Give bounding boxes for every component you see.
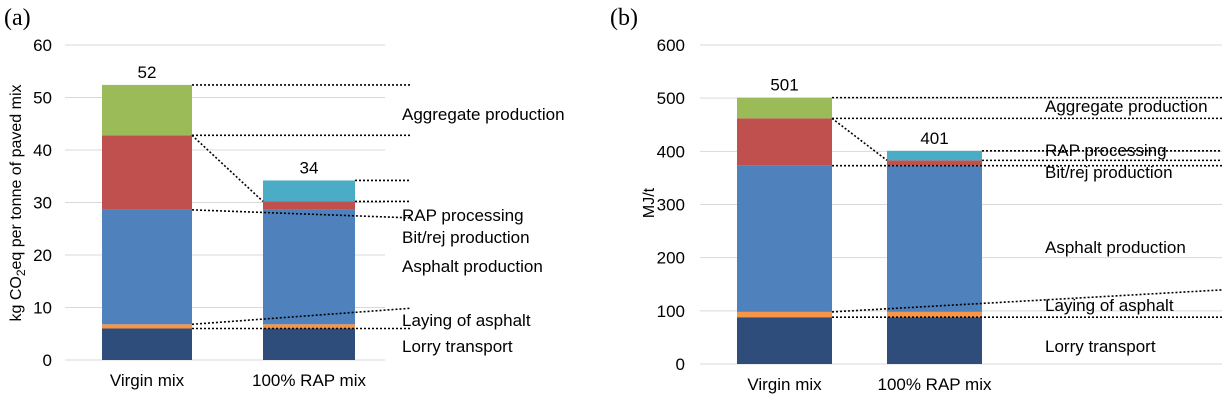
- bar-segment-0-1-asphalt-production: [263, 209, 355, 325]
- category-label-0-1: 100% RAP mix: [252, 371, 367, 390]
- annotation-0-1: RAP processing: [402, 206, 524, 225]
- annotation-1-3: Asphalt production: [1045, 238, 1186, 257]
- category-label-1-1: 100% RAP mix: [877, 375, 992, 394]
- y-tick-label-1-1: 100: [657, 302, 685, 321]
- bar-segment-0-0-lorry-transport: [102, 328, 192, 360]
- guide-line-0-6: [191, 307, 411, 326]
- category-label-0-0: Virgin mix: [110, 371, 185, 390]
- bar-segment-1-0-asphalt-production: [737, 165, 832, 312]
- bar-segment-0-0-asphalt-production: [102, 209, 192, 325]
- bar-segment-1-1-asphalt-production: [887, 165, 982, 312]
- y-tick-label-1-6: 600: [657, 36, 685, 55]
- y-tick-label-1-4: 400: [657, 142, 685, 161]
- y-tick-label-1-5: 500: [657, 89, 685, 108]
- bar-segment-1-0-aggregate-production: [737, 97, 832, 119]
- bar-segment-0-0-bit-rej-production: [102, 135, 192, 210]
- bar-segment-1-1-lorry-transport: [887, 317, 982, 364]
- bar-total-0-0: 52: [138, 63, 157, 82]
- category-label-1-0: Virgin mix: [747, 375, 822, 394]
- guide-line-0-5: [191, 209, 411, 219]
- guide-line-0-2: [191, 134, 264, 203]
- y-tick-label-0-6: 60: [33, 36, 52, 55]
- bar-segment-1-0-bit-rej-production: [737, 118, 832, 166]
- bar-segment-1-1-rap-processing: [887, 150, 982, 161]
- bar-total-1-0: 501: [770, 76, 798, 95]
- annotation-0-4: Laying of asphalt: [402, 311, 531, 330]
- annotation-0-2: Bit/rej production: [402, 228, 530, 247]
- panel-label-b: (b): [610, 5, 638, 31]
- annotation-1-2: Bit/rej production: [1045, 163, 1173, 182]
- guide-line-1-2: [831, 117, 888, 162]
- annotation-0-0: Aggregate production: [402, 105, 565, 124]
- bar-segment-1-1-bit-rej-production: [887, 160, 982, 166]
- y-tick-label-0-1: 10: [33, 299, 52, 318]
- y-tick-label-0-5: 50: [33, 89, 52, 108]
- annotation-0-3: Asphalt production: [402, 257, 543, 276]
- annotation-1-4: Laying of asphalt: [1045, 296, 1174, 315]
- y-tick-label-0-0: 0: [43, 351, 52, 370]
- y-axis-label-a: kg CO2eq per tonne of paved mix: [8, 84, 28, 321]
- annotation-0-5: Lorry transport: [402, 337, 513, 356]
- bar-segment-1-1-laying-of-asphalt: [887, 311, 982, 318]
- bar-segment-1-0-laying-of-asphalt: [737, 311, 832, 318]
- bar-segment-0-0-aggregate-production: [102, 84, 192, 136]
- bar-segment-0-1-laying-of-asphalt: [263, 324, 355, 329]
- y-tick-label-1-0: 0: [676, 355, 685, 374]
- y-tick-label-0-2: 20: [33, 246, 52, 265]
- annotation-1-1: RAP processing: [1045, 141, 1167, 160]
- bar-segment-0-1-bit-rej-production: [263, 201, 355, 210]
- annotation-1-0: Aggregate production: [1045, 97, 1208, 116]
- bar-segment-0-1-lorry-transport: [263, 328, 355, 360]
- y-tick-label-0-3: 30: [33, 194, 52, 213]
- y-tick-label-1-2: 200: [657, 249, 685, 268]
- y-axis-label-b: MJ/t: [641, 187, 658, 218]
- guide-line-1-6: [831, 289, 1223, 313]
- bar-segment-1-0-lorry-transport: [737, 317, 832, 364]
- bar-total-0-1: 34: [300, 158, 319, 177]
- annotation-1-5: Lorry transport: [1045, 337, 1156, 356]
- bar-segment-0-0-laying-of-asphalt: [102, 324, 192, 329]
- y-tick-label-0-4: 40: [33, 141, 52, 160]
- bar-segment-0-1-rap-processing: [263, 180, 355, 202]
- y-tick-label-1-3: 300: [657, 196, 685, 215]
- bar-total-1-1: 401: [920, 129, 948, 148]
- panel-label-a: (a): [4, 5, 31, 31]
